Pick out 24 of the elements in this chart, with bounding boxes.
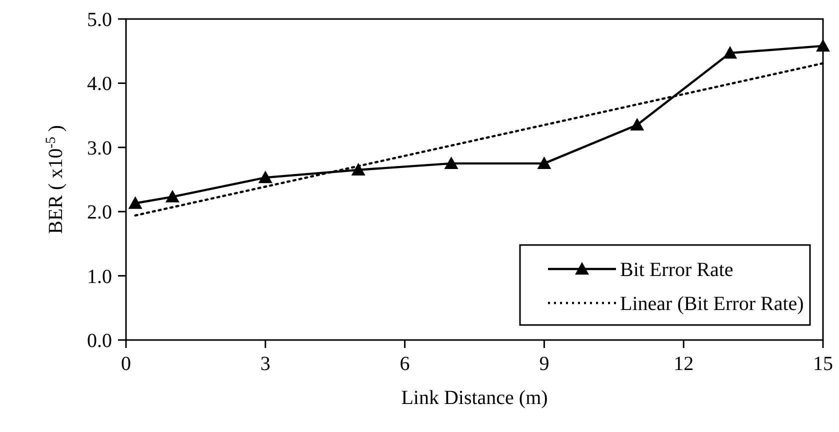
legend-label: Linear (Bit Error Rate): [620, 293, 804, 315]
point: [128, 196, 142, 209]
x-axis-title: Link Distance (m): [401, 387, 548, 409]
point: [723, 46, 738, 59]
x-tick-label: 0: [121, 353, 131, 375]
legend-label: Bit Error Rate: [620, 259, 734, 281]
point: [258, 170, 272, 184]
point: [165, 190, 180, 202]
y-tick-label: 0.0: [87, 330, 112, 352]
point: [351, 162, 366, 176]
y-tick-label: 1.0: [87, 266, 112, 288]
point: [816, 38, 830, 52]
x-tick-label: 3: [260, 353, 270, 375]
x-tick-label: 9: [539, 353, 550, 375]
x-tick-label: 12: [674, 353, 694, 375]
x-tick-label: 15: [813, 353, 833, 375]
y-tick-label: 2.0: [87, 202, 112, 224]
y-tick-label: 5.0: [87, 9, 112, 31]
y-tick-label: 3.0: [87, 137, 112, 160]
point: [537, 156, 552, 170]
x-tick-label: 6: [400, 353, 410, 375]
y-tick-label: 4.0: [87, 73, 112, 96]
point: [630, 118, 644, 131]
point: [444, 156, 458, 170]
